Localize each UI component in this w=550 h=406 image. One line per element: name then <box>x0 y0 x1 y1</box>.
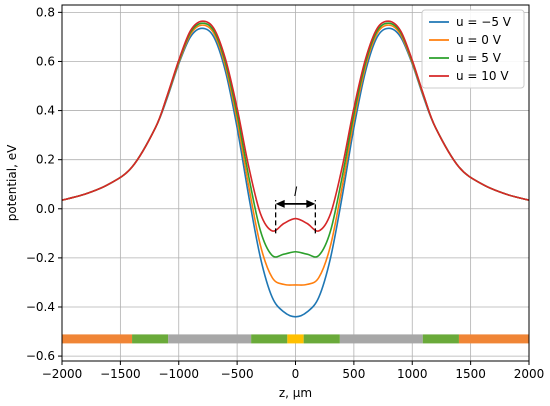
electrode-segment-8 <box>458 334 529 344</box>
electrode-bar <box>62 334 529 344</box>
electrode-segment-0 <box>62 334 133 344</box>
legend-label-1: u = 0 V <box>456 33 502 47</box>
electrode-segment-3 <box>251 334 288 344</box>
x-tick-label-3: −500 <box>221 367 254 381</box>
length-annotation-label: l <box>294 185 298 199</box>
x-tick-label-7: 1500 <box>455 367 486 381</box>
x-tick-label-0: −2000 <box>42 367 83 381</box>
x-axis-label: z, μm <box>279 386 312 400</box>
y-axis-ticks: −0.6 −0.4 −0.2 0.0 0.2 0.4 0.6 0.8 <box>26 5 62 363</box>
legend: u = −5 V u = 0 V u = 5 V u = 10 V <box>421 9 525 89</box>
y-tick-label-7: 0.8 <box>36 5 55 19</box>
x-tick-label-8: 2000 <box>514 367 545 381</box>
annotation-arrowhead-left <box>275 199 285 208</box>
y-tick-label-6: 0.6 <box>36 54 55 68</box>
legend-label-0: u = −5 V <box>456 15 512 29</box>
electrode-segment-5 <box>303 334 340 344</box>
annotation-arrowhead-right <box>306 199 316 208</box>
y-tick-label-2: −0.2 <box>26 251 55 265</box>
y-tick-label-1: −0.4 <box>26 300 55 314</box>
x-tick-label-6: 1000 <box>397 367 428 381</box>
x-tick-label-4: 0 <box>292 367 300 381</box>
x-tick-label-5: 500 <box>342 367 365 381</box>
y-axis-label: potential, eV <box>5 144 19 221</box>
electrode-segment-6 <box>339 334 423 344</box>
legend-box <box>421 9 525 89</box>
x-tick-label-2: −1000 <box>158 367 199 381</box>
y-tick-label-5: 0.4 <box>36 104 55 118</box>
series-line-3 <box>61 20 530 232</box>
electrode-segment-7 <box>422 334 459 344</box>
electrode-segment-1 <box>132 334 169 344</box>
x-tick-label-1: −1500 <box>100 367 141 381</box>
series-lines <box>61 20 530 318</box>
electrode-segment-2 <box>168 334 252 344</box>
y-tick-label-3: 0.0 <box>36 202 55 216</box>
length-annotation: l <box>275 185 316 234</box>
legend-label-3: u = 10 V <box>456 69 509 83</box>
legend-label-2: u = 5 V <box>456 51 502 65</box>
x-axis-ticks: −2000 −1500 −1000 −500 0 500 1000 1500 2000 <box>42 361 545 381</box>
y-tick-label-0: −0.6 <box>26 349 55 363</box>
y-tick-label-4: 0.2 <box>36 153 55 167</box>
electrode-segment-4 <box>287 334 304 344</box>
grid-lines <box>61 5 530 361</box>
